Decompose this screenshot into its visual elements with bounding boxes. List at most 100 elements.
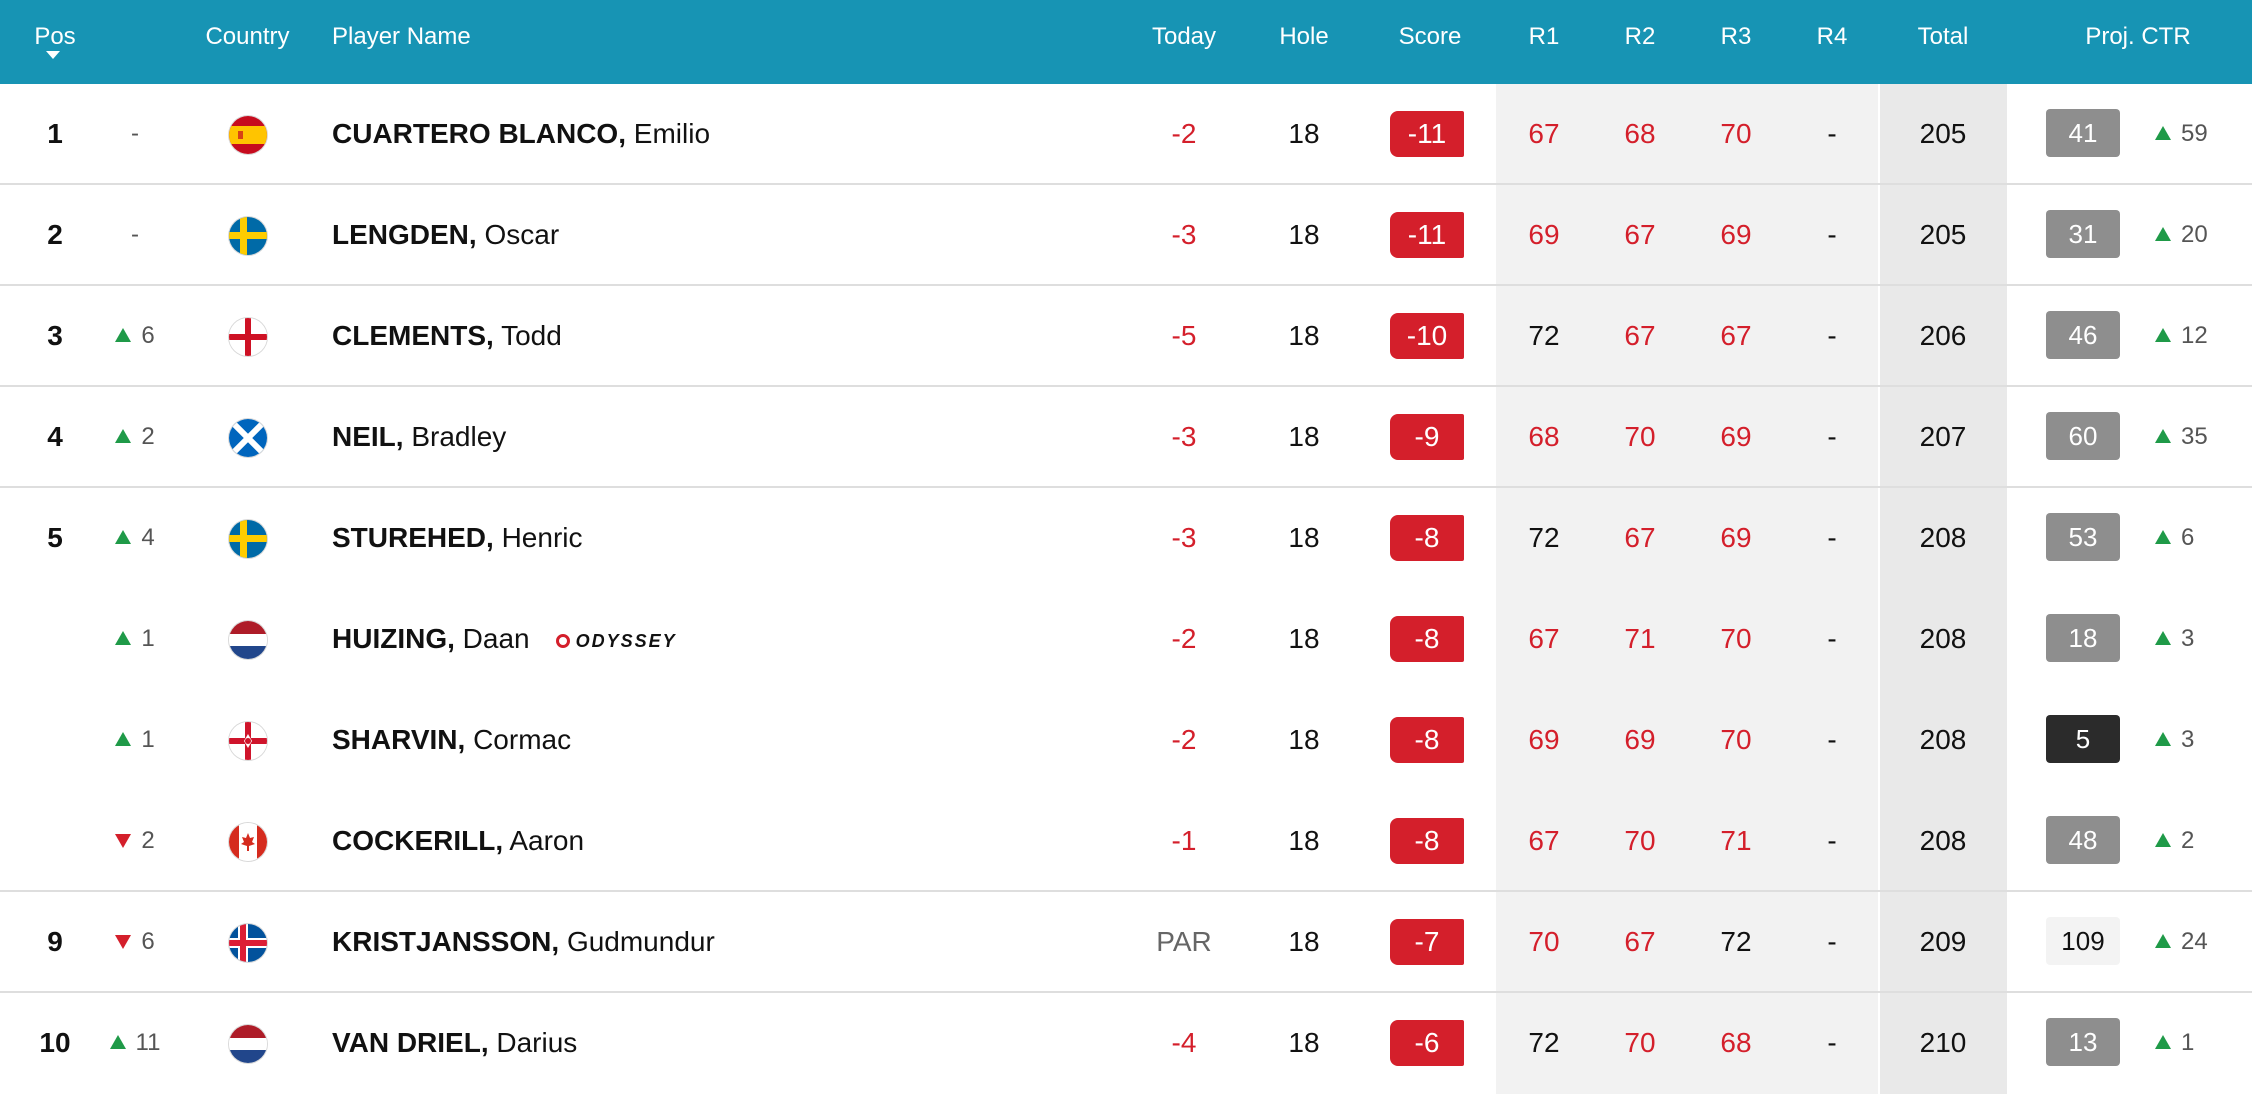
round-4-score: - — [1827, 320, 1837, 351]
round-3-score: 68 — [1720, 1027, 1752, 1058]
player-last-name: NEIL, — [332, 421, 404, 452]
position: 10 — [39, 1027, 71, 1058]
up-arrow-icon — [2155, 529, 2171, 544]
header-player-name[interactable]: Player Name — [332, 23, 471, 50]
hole: 18 — [1288, 926, 1320, 957]
round-1-score: 67 — [1528, 623, 1560, 654]
round-2-score: 68 — [1624, 118, 1656, 149]
player-row-4[interactable]: 4 2 NEIL, Bradley -3 18 -9 68 70 69 - 20… — [0, 387, 2252, 488]
proj-ctr-rank-badge: 13 — [2046, 1018, 2120, 1066]
hole: 18 — [1288, 219, 1320, 250]
round-1-score: 68 — [1528, 421, 1560, 452]
spain-flag-icon — [229, 116, 267, 154]
player-name[interactable]: NEIL, Bradley — [332, 387, 506, 487]
header-total[interactable]: Total — [1917, 23, 1969, 50]
round-4-score: - — [1827, 118, 1837, 149]
player-row-8[interactable]: 2 COCKERILL, Aaron -1 18 -8 67 70 71 - 2… — [0, 791, 2252, 892]
player-first-name: Bradley — [411, 421, 507, 452]
round-1-score: 70 — [1528, 926, 1560, 957]
leaderboard-rows: 1 - CUARTERO BLANCO, Emilio -2 18 -11 67… — [0, 84, 2252, 1094]
total-strokes: 205 — [1919, 219, 1967, 250]
player-name[interactable]: STUREHED, Henric — [332, 488, 583, 588]
player-row-10[interactable]: 10 11 VAN DRIEL, Darius -4 18 -6 72 70 6… — [0, 993, 2252, 1094]
player-name[interactable]: CLEMENTS, Todd — [332, 286, 562, 386]
proj-ctr-rank-badge: 46 — [2046, 311, 2120, 359]
header-score[interactable]: Score — [1398, 23, 1462, 50]
round-3-score: 69 — [1720, 522, 1752, 553]
total-to-par-badge: -8 — [1390, 818, 1464, 864]
round-2-score: 70 — [1624, 825, 1656, 856]
proj-ctr-movement: 12 — [2155, 286, 2208, 386]
position: 4 — [47, 421, 63, 452]
hole: 18 — [1288, 825, 1320, 856]
round-1-score: 67 — [1528, 118, 1560, 149]
up-arrow-icon — [2155, 327, 2171, 342]
header-r2[interactable]: R2 — [1624, 23, 1656, 50]
sort-down-icon[interactable] — [46, 51, 60, 59]
player-name[interactable]: HUIZING, Daan ODYSSEY — [332, 589, 677, 689]
header-pos[interactable]: Pos — [34, 23, 76, 50]
position-movement: 1 — [100, 690, 170, 790]
hole: 18 — [1288, 623, 1320, 654]
header-proj-ctr[interactable]: Proj. CTR — [2085, 23, 2191, 50]
header-country[interactable]: Country — [205, 23, 290, 50]
round-1-score: 67 — [1528, 825, 1560, 856]
iceland-flag-icon — [229, 924, 267, 962]
player-name[interactable]: VAN DRIEL, Darius — [332, 993, 577, 1093]
england-flag-icon — [229, 318, 267, 356]
player-row-9[interactable]: 9 6 KRISTJANSSON, Gudmundur PAR 18 -7 70… — [0, 892, 2252, 993]
player-first-name: Todd — [501, 320, 562, 351]
player-row-3[interactable]: 3 6 CLEMENTS, Todd -5 18 -10 72 67 67 - … — [0, 286, 2252, 387]
player-name[interactable]: COCKERILL, Aaron — [332, 791, 584, 891]
round-2-score: 71 — [1624, 623, 1656, 654]
position: 2 — [47, 219, 63, 250]
player-row-1[interactable]: 1 - CUARTERO BLANCO, Emilio -2 18 -11 67… — [0, 84, 2252, 185]
today-score: -3 — [1171, 522, 1197, 553]
player-last-name: KRISTJANSSON, — [332, 926, 560, 957]
up-arrow-icon — [115, 731, 132, 746]
hole: 18 — [1288, 118, 1320, 149]
player-row-7[interactable]: 1 SHARVIN, Cormac -2 18 -8 69 69 70 - 20… — [0, 690, 2252, 791]
position: 1 — [47, 118, 63, 149]
player-name[interactable]: LENGDEN, Oscar — [332, 185, 559, 285]
position-movement: 6 — [100, 892, 170, 992]
today-score: -4 — [1171, 1027, 1197, 1058]
proj-ctr-rank-badge: 5 — [2046, 715, 2120, 763]
position: 9 — [47, 926, 63, 957]
header-r4[interactable]: R4 — [1816, 23, 1848, 50]
player-first-name: Darius — [496, 1027, 578, 1058]
proj-ctr-movement: 6 — [2155, 488, 2194, 588]
player-name[interactable]: CUARTERO BLANCO, Emilio — [332, 84, 710, 184]
round-1-score: 72 — [1528, 1027, 1560, 1058]
hole: 18 — [1288, 1027, 1320, 1058]
player-row-2[interactable]: 2 - LENGDEN, Oscar -3 18 -11 69 67 69 - … — [0, 185, 2252, 286]
today-score: -2 — [1171, 623, 1197, 654]
position: 3 — [47, 320, 63, 351]
header-r1[interactable]: R1 — [1528, 23, 1560, 50]
today-score: -2 — [1171, 724, 1197, 755]
header-r3[interactable]: R3 — [1720, 23, 1752, 50]
round-1-score: 72 — [1528, 320, 1560, 351]
player-last-name: COCKERILL, — [332, 825, 504, 856]
total-strokes: 208 — [1919, 724, 1967, 755]
today-score: -5 — [1171, 320, 1197, 351]
hole: 18 — [1288, 320, 1320, 351]
position — [20, 589, 90, 689]
proj-ctr-movement: 1 — [2155, 993, 2194, 1093]
player-row-6[interactable]: 1 HUIZING, Daan ODYSSEY -2 18 -8 67 71 70… — [0, 589, 2252, 690]
proj-ctr-movement: 59 — [2155, 84, 2208, 184]
header-today[interactable]: Today — [1151, 23, 1217, 50]
round-2-score: 67 — [1624, 320, 1656, 351]
player-name[interactable]: SHARVIN, Cormac — [332, 690, 571, 790]
proj-ctr-movement: 24 — [2155, 892, 2208, 992]
header-hole[interactable]: Hole — [1279, 23, 1329, 50]
hole: 18 — [1288, 421, 1320, 452]
scotland-flag-icon — [229, 419, 267, 457]
up-arrow-icon — [2155, 428, 2171, 443]
up-arrow-icon — [2155, 226, 2171, 241]
round-4-score: - — [1827, 926, 1837, 957]
total-to-par-badge: -8 — [1390, 616, 1464, 662]
player-row-5[interactable]: 5 4 STUREHED, Henric -3 18 -8 72 67 69 -… — [0, 488, 2252, 589]
player-first-name: Aaron — [509, 825, 585, 856]
player-name[interactable]: KRISTJANSSON, Gudmundur — [332, 892, 715, 992]
